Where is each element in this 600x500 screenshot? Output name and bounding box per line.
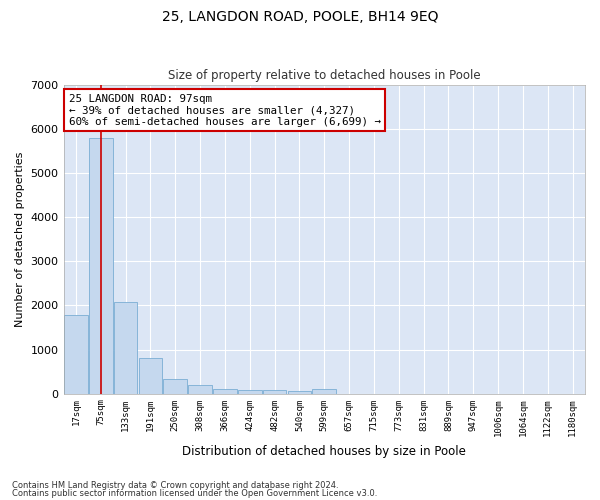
Bar [114,302,137,394]
Bar [213,389,237,394]
Bar [263,390,286,394]
Bar [238,390,262,394]
Bar [139,358,162,394]
Text: 25 LANGDON ROAD: 97sqm
← 39% of detached houses are smaller (4,327)
60% of semi-: 25 LANGDON ROAD: 97sqm ← 39% of detached… [69,94,381,127]
Bar [64,315,88,394]
Text: 25, LANGDON ROAD, POOLE, BH14 9EQ: 25, LANGDON ROAD, POOLE, BH14 9EQ [162,10,438,24]
Bar [313,390,336,394]
X-axis label: Distribution of detached houses by size in Poole: Distribution of detached houses by size … [182,444,466,458]
Text: Contains HM Land Registry data © Crown copyright and database right 2024.: Contains HM Land Registry data © Crown c… [12,481,338,490]
Y-axis label: Number of detached properties: Number of detached properties [15,152,25,327]
Bar [89,138,113,394]
Bar [287,391,311,394]
Bar [163,378,187,394]
Text: Contains public sector information licensed under the Open Government Licence v3: Contains public sector information licen… [12,488,377,498]
Title: Size of property relative to detached houses in Poole: Size of property relative to detached ho… [168,69,481,82]
Bar [188,386,212,394]
